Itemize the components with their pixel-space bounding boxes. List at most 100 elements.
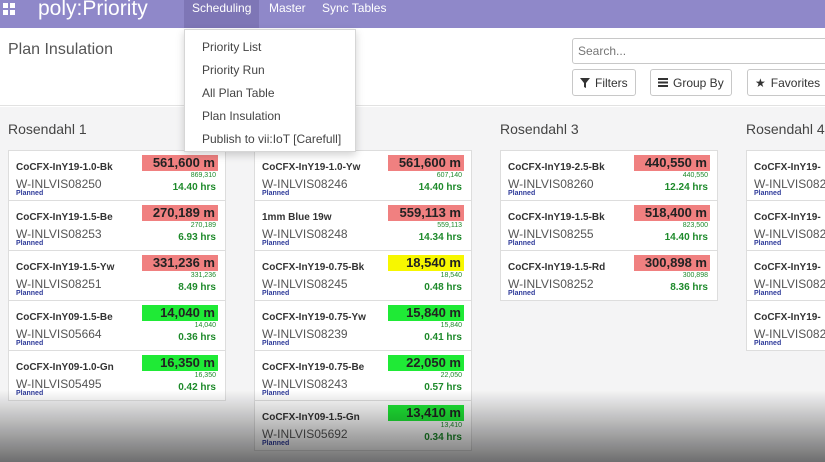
kanban-card[interactable]: CoCFX-InY19- W-INLVIS082 Planned (746, 250, 825, 301)
kanban-card[interactable]: CoCFX-InY19-0.75-Yw W-INLVIS08239 Planned 1… (254, 300, 472, 351)
page-title: Plan Insulation (8, 41, 113, 58)
kanban-card[interactable]: CoCFX-InY19- W-INLVIS082 Planned (746, 200, 825, 251)
card-work-order: W-INLVIS08252 (508, 277, 594, 291)
control-panel: Plan Insulation Filters Group By ★ Favor… (0, 28, 825, 106)
card-work-order: W-INLVIS05692 (262, 427, 348, 441)
filter-icon (580, 77, 590, 88)
menu-item-priority-list[interactable]: Priority List (202, 40, 262, 54)
card-sub-quantity: 300,898 (682, 272, 708, 279)
column-title: Rosendahl 1 (8, 121, 87, 137)
card-quantity-badge: 559,113 m (388, 205, 464, 221)
filters-label: Filters (595, 75, 628, 90)
card-status: Planned (262, 340, 290, 347)
card-product-name: CoCFX-InY19-1.5-Yw (16, 262, 115, 273)
card-hours: 0.42 hrs (178, 382, 216, 393)
star-icon: ★ (755, 75, 766, 90)
nav-scheduling[interactable]: Scheduling (184, 0, 260, 28)
menu-item-priority-run[interactable]: Priority Run (202, 63, 265, 77)
group-by-button[interactable]: Group By (650, 69, 732, 96)
card-product-name: CoCFX-InY19- (754, 312, 821, 323)
card-quantity-badge: 13,410 m (388, 405, 464, 421)
card-sub-quantity: 22,050 (440, 372, 462, 379)
search-input[interactable] (572, 38, 825, 64)
card-hours: 14.40 hrs (664, 232, 708, 243)
kanban-board: Rosendahl 1 Rosendahl 3 Rosendahl 4 CoCF… (0, 107, 825, 462)
card-product-name: CoCFX-InY09-1.5-Gn (262, 412, 360, 423)
card-hours: 14.34 hrs (418, 232, 462, 243)
card-product-name: CoCFX-InY19-0.75-Be (262, 362, 365, 373)
card-sub-quantity: 18,540 (440, 272, 462, 279)
card-work-order: W-INLVIS082 (754, 277, 825, 291)
column-title: Rosendahl 3 (500, 121, 579, 137)
card-status: Planned (754, 240, 782, 247)
card-work-order: W-INLVIS082 (754, 227, 825, 241)
card-status: Planned (262, 190, 290, 197)
card-product-name: CoCFX-InY19- (754, 162, 821, 173)
kanban-card[interactable]: CoCFX-InY19-0.75-Be W-INLVIS08243 Planned 2… (254, 350, 472, 401)
nav-master[interactable]: Master (269, 1, 306, 15)
kanban-card[interactable]: CoCFX-InY19-1.5-Rd W-INLVIS08252 Planned 30… (500, 250, 718, 301)
card-work-order: W-INLVIS08246 (262, 177, 348, 191)
card-status: Planned (508, 190, 536, 197)
card-status: Planned (262, 290, 290, 297)
card-product-name: CoCFX-InY19-1.5-Be (16, 212, 113, 223)
card-sub-quantity: 16,350 (194, 372, 216, 379)
card-hours: 8.49 hrs (178, 282, 216, 293)
card-status: Planned (262, 240, 290, 247)
menu-item-publish-to-viiiot[interactable]: Publish to vii:IoT [Carefull] (202, 132, 342, 146)
card-product-name: CoCFX-InY19-1.0-Yw (262, 162, 361, 173)
card-hours: 12.24 hrs (664, 182, 708, 193)
card-quantity-badge: 561,600 m (388, 155, 464, 171)
card-product-name: CoCFX-InY19-2.5-Bk (508, 162, 605, 173)
card-quantity-badge: 300,898 m (634, 255, 710, 271)
app-brand: poly:Priority (38, 0, 148, 20)
kanban-card[interactable]: CoCFX-InY19-1.5-Bk W-INLVIS08255 Planned 51… (500, 200, 718, 251)
menu-item-plan-insulation[interactable]: Plan Insulation (202, 109, 281, 123)
card-quantity-badge: 15,840 m (388, 305, 464, 321)
card-work-order: W-INLVIS05664 (16, 327, 102, 341)
kanban-card[interactable]: 1mm Blue 19w W-INLVIS08248 Planned 559,113 … (254, 200, 472, 251)
top-navbar: poly:Priority Scheduling Master Sync Tab… (0, 0, 825, 28)
kanban-card[interactable]: CoCFX-InY19-1.5-Be W-INLVIS08253 Planned 27… (8, 200, 226, 251)
card-quantity-badge: 331,236 m (142, 255, 218, 271)
card-work-order: W-INLVIS082 (754, 177, 825, 191)
card-product-name: CoCFX-InY19-0.75-Bk (262, 262, 365, 273)
card-hours: 14.40 hrs (172, 182, 216, 193)
card-status: Planned (262, 440, 290, 447)
favorites-button[interactable]: ★ Favorites (747, 69, 825, 96)
card-status: Planned (16, 290, 44, 297)
card-hours: 0.36 hrs (178, 332, 216, 343)
card-status: Planned (508, 290, 536, 297)
column-title: Rosendahl 4 (746, 121, 825, 137)
kanban-card[interactable]: CoCFX-InY19-1.5-Yw W-INLVIS08251 Planned 33… (8, 250, 226, 301)
card-status: Planned (754, 190, 782, 197)
card-product-name: CoCFX-InY19-1.5-Bk (508, 212, 605, 223)
nav-sync-tables[interactable]: Sync Tables (322, 1, 387, 15)
scheduling-dropdown-menu: Priority List Priority Run All Plan Tabl… (184, 29, 356, 152)
card-product-name: CoCFX-InY19-1.5-Rd (508, 262, 606, 273)
card-status: Planned (262, 390, 290, 397)
card-work-order: W-INLVIS08245 (262, 277, 348, 291)
kanban-card[interactable]: CoCFX-InY19- W-INLVIS082 Planned (746, 150, 825, 201)
kanban-card[interactable]: CoCFX-InY19- W-INLVIS082 Planned (746, 300, 825, 351)
kanban-card[interactable]: CoCFX-InY09-1.0-Gn W-INLVIS05495 Planned 16… (8, 350, 226, 401)
card-hours: 14.40 hrs (418, 182, 462, 193)
apps-grid-icon[interactable] (3, 3, 15, 15)
kanban-card[interactable]: CoCFX-InY19-1.0-Yw W-INLVIS08246 Planned 56… (254, 150, 472, 201)
kanban-card[interactable]: CoCFX-InY19-2.5-Bk W-INLVIS08260 Planned 44… (500, 150, 718, 201)
kanban-card[interactable]: CoCFX-InY09-1.5-Gn W-INLVIS05692 Planned 13… (254, 400, 472, 451)
kanban-card[interactable]: CoCFX-InY19-0.75-Bk W-INLVIS08245 Planned 1… (254, 250, 472, 301)
menu-item-all-plan-table[interactable]: All Plan Table (202, 86, 275, 100)
card-status: Planned (754, 340, 782, 347)
card-product-name: CoCFX-InY19-1.0-Bk (16, 162, 113, 173)
card-quantity-badge: 270,189 m (142, 205, 218, 221)
filters-button[interactable]: Filters (572, 69, 636, 96)
card-hours: 8.36 hrs (670, 282, 708, 293)
favorites-label: Favorites (770, 75, 821, 90)
card-sub-quantity: 823,500 (682, 222, 708, 229)
card-product-name: CoCFX-InY09-1.5-Be (16, 312, 113, 323)
kanban-card[interactable]: CoCFX-InY09-1.5-Be W-INLVIS05664 Planned 14… (8, 300, 226, 351)
card-sub-quantity: 607,140 (436, 172, 462, 179)
kanban-card[interactable]: CoCFX-InY19-1.0-Bk W-INLVIS08250 Planned 56… (8, 150, 226, 201)
card-work-order: W-INLVIS082 (754, 327, 825, 341)
